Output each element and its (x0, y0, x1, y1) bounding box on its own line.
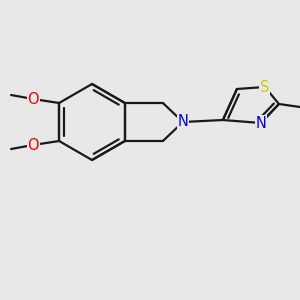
Text: O: O (27, 137, 39, 152)
Text: N: N (256, 116, 266, 130)
Text: S: S (260, 80, 270, 94)
Text: N: N (178, 115, 188, 130)
Text: O: O (27, 92, 39, 106)
